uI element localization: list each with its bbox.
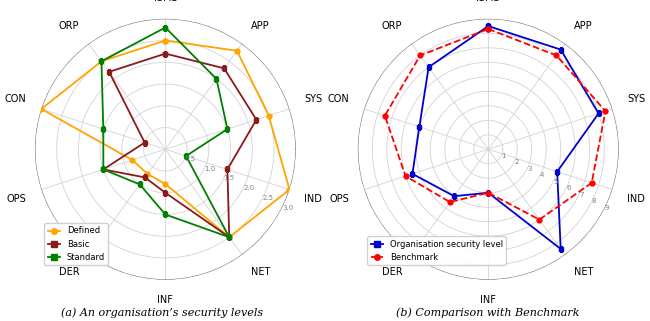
Text: OPS: OPS [6,195,27,204]
Text: 8: 8 [592,198,597,204]
Text: 3.0: 3.0 [282,205,293,211]
Text: 6: 6 [566,185,571,191]
Text: DER: DER [59,267,79,277]
Text: DER: DER [382,267,402,277]
Text: INF: INF [480,295,496,305]
Text: APP: APP [574,21,593,31]
Text: 2: 2 [514,159,519,165]
Text: SYS: SYS [627,94,645,104]
Text: 2.0: 2.0 [243,185,254,191]
Text: 5: 5 [553,179,558,185]
Text: APP: APP [252,21,270,31]
Text: SYS: SYS [304,94,322,104]
Text: CON: CON [328,94,349,104]
Text: (b) Comparison with Benchmark: (b) Comparison with Benchmark [396,307,579,318]
Text: ORP: ORP [59,21,79,31]
Text: 7: 7 [579,192,584,198]
Text: ISMS: ISMS [153,0,177,3]
Text: NET: NET [574,267,593,277]
Text: INF: INF [157,295,174,305]
Legend: Organisation security level, Benchmark: Organisation security level, Benchmark [367,236,506,265]
Text: 3: 3 [527,166,532,172]
Legend: Defined, Basic, Standard: Defined, Basic, Standard [44,223,109,265]
Text: 2.5: 2.5 [263,195,274,201]
Text: CON: CON [5,94,27,104]
Text: 1.5: 1.5 [224,176,235,181]
Text: OPS: OPS [330,195,349,204]
Text: 1.0: 1.0 [204,166,216,172]
Text: (a) An organisation’s security levels: (a) An organisation’s security levels [62,307,263,318]
Text: 4: 4 [540,172,545,178]
Text: 9: 9 [605,205,610,211]
Text: ISMS: ISMS [476,0,500,3]
Text: IND: IND [627,195,645,204]
Text: 0.5: 0.5 [185,156,196,162]
Text: 1: 1 [501,153,506,159]
Text: NET: NET [252,267,270,277]
Text: ORP: ORP [382,21,402,31]
Text: IND: IND [304,195,322,204]
